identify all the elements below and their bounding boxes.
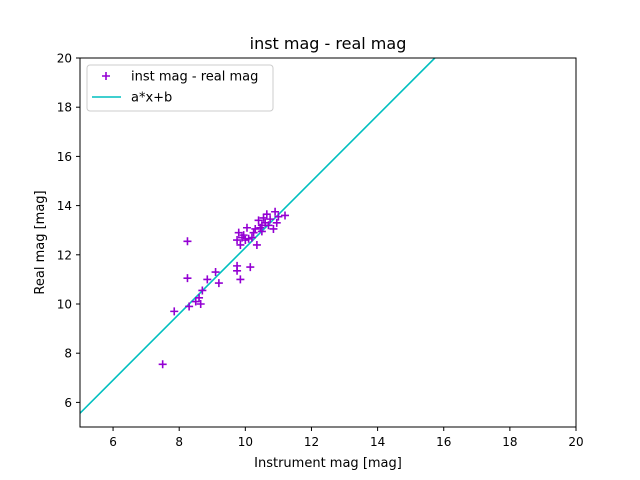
- data-point: [198, 286, 207, 295]
- data-point: [272, 218, 281, 227]
- data-point: [247, 233, 256, 242]
- legend-label-line: a*x+b: [131, 91, 172, 106]
- data-point: [269, 224, 278, 233]
- data-point: [251, 224, 260, 233]
- x-tick-label: 10: [238, 435, 253, 449]
- data-point: [233, 236, 242, 245]
- y-tick-label: 8: [64, 347, 72, 361]
- data-point: [158, 360, 167, 369]
- y-axis-label: Real mag [mag]: [33, 190, 48, 294]
- y-tick-label: 20: [57, 52, 72, 66]
- data-point: [234, 228, 243, 237]
- data-point: [264, 221, 273, 230]
- x-tick-label: 16: [436, 435, 451, 449]
- data-point: [211, 268, 220, 277]
- x-axis-label: Instrument mag [mag]: [254, 456, 402, 471]
- data-point: [246, 263, 255, 272]
- data-point: [203, 275, 212, 284]
- data-point: [236, 275, 245, 284]
- x-axis-ticks: 6 8 10 12 14 16 18 20: [109, 427, 584, 449]
- x-tick-label: 18: [502, 435, 517, 449]
- data-point: [233, 266, 242, 275]
- data-point: [236, 240, 245, 249]
- x-tick-label: 14: [370, 435, 385, 449]
- legend-marker-scatter: [102, 72, 110, 80]
- fit-line: [80, 58, 436, 414]
- data-point: [242, 223, 251, 232]
- data-point: [239, 231, 248, 240]
- data-point: [257, 227, 266, 236]
- y-tick-label: 12: [57, 248, 72, 262]
- data-point: [196, 300, 205, 308]
- y-tick-label: 10: [57, 298, 72, 312]
- y-tick-label: 6: [64, 396, 72, 410]
- y-axis-ticks: 6 8 10 12 14 16 18 20: [57, 52, 80, 410]
- x-tick-label: 20: [568, 435, 583, 449]
- data-point: [271, 207, 280, 216]
- data-point: [214, 279, 223, 288]
- data-point: [185, 302, 194, 311]
- legend-label-scatter: inst mag - real mag: [131, 70, 258, 85]
- data-point: [252, 240, 261, 249]
- data-point: [266, 215, 275, 224]
- x-tick-label: 12: [304, 435, 319, 449]
- x-tick-label: 6: [109, 435, 117, 449]
- plot-area: [80, 58, 436, 414]
- data-point: [183, 274, 192, 283]
- data-point: [195, 293, 204, 302]
- chart-title: inst mag - real mag: [250, 34, 407, 53]
- x-tick-label: 8: [175, 435, 183, 449]
- data-point: [281, 211, 290, 220]
- legend-box: [86, 64, 274, 112]
- plot-frame: [79, 57, 577, 428]
- data-point: [274, 212, 283, 221]
- data-point: [254, 216, 263, 225]
- y-tick-label: 14: [57, 199, 72, 213]
- y-tick-label: 16: [57, 150, 72, 164]
- legend: inst mag - real mag a*x+b: [86, 64, 274, 112]
- data-point: [183, 237, 192, 246]
- data-point: [170, 307, 179, 316]
- data-point: [249, 228, 258, 237]
- data-point: [262, 210, 271, 219]
- y-tick-label: 18: [57, 101, 72, 115]
